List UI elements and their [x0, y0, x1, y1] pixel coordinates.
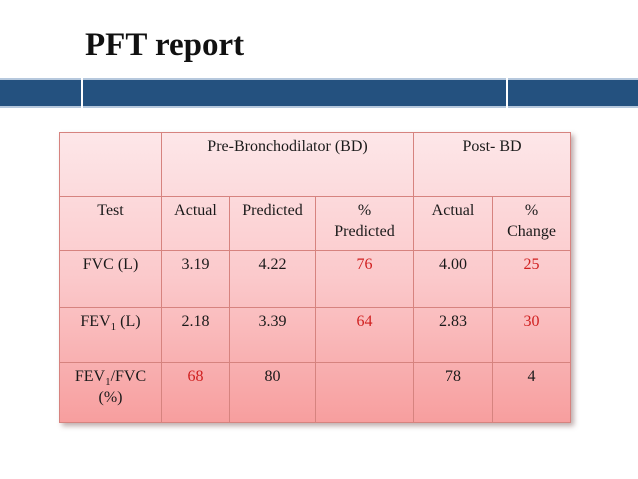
column-header-pct-predicted: % Predicted	[315, 196, 414, 251]
cell-ratio-actual-post: 78	[413, 362, 493, 423]
cell-fvc-actual-pre: 3.19	[161, 250, 230, 308]
pft-results-table: Pre-Bronchodilator (BD) Post- BD Test Ac…	[59, 132, 571, 423]
cell-fvc-pct-change: 25	[492, 250, 571, 308]
cell-fev1-actual-post: 2.83	[413, 307, 493, 363]
cell-fev1-predicted: 3.39	[229, 307, 316, 363]
cell-fvc-actual-post: 4.00	[413, 250, 493, 308]
row-label-fvc: FVC (L)	[59, 250, 162, 308]
accent-bar-divider-right	[506, 78, 508, 108]
column-header-actual-pre: Actual	[161, 196, 230, 251]
page-title: PFT report	[85, 27, 245, 63]
cell-fvc-predicted: 4.22	[229, 250, 316, 308]
row-label-fev1-fvc: FEV1/FVC (%)	[59, 362, 162, 423]
row-label-fev1: FEV1 (L)	[59, 307, 162, 363]
table-row-column-headers: Test Actual Predicted % Predicted Actual…	[59, 196, 571, 251]
cell-fev1-actual-pre: 2.18	[161, 307, 230, 363]
table-row-fev1: FEV1 (L) 2.18 3.39 64 2.83 30	[59, 307, 571, 363]
cell-ratio-pct-change: 4	[492, 362, 571, 423]
cell-ratio-actual-pre: 68	[161, 362, 230, 423]
cell-fvc-pct-predicted: 76	[315, 250, 414, 308]
column-header-predicted: Predicted	[229, 196, 316, 251]
accent-bar	[0, 78, 638, 108]
cell-fev1-pct-predicted: 64	[315, 307, 414, 363]
group-header-pre-bd: Pre-Bronchodilator (BD)	[161, 132, 414, 197]
corner-cell	[59, 132, 162, 197]
table-row-fev1-fvc-ratio: FEV1/FVC (%) 68 80 78 4	[59, 362, 571, 423]
cell-fev1-pct-change: 30	[492, 307, 571, 363]
table-row-group-headers: Pre-Bronchodilator (BD) Post- BD	[59, 132, 571, 197]
column-header-test: Test	[59, 196, 162, 251]
column-header-pct-change: % Change	[492, 196, 571, 251]
group-header-post-bd: Post- BD	[413, 132, 571, 197]
accent-bar-divider-left	[81, 78, 83, 108]
table-row-fvc: FVC (L) 3.19 4.22 76 4.00 25	[59, 250, 571, 308]
column-header-actual-post: Actual	[413, 196, 493, 251]
cell-ratio-predicted: 80	[229, 362, 316, 423]
cell-ratio-pct-predicted	[315, 362, 414, 423]
